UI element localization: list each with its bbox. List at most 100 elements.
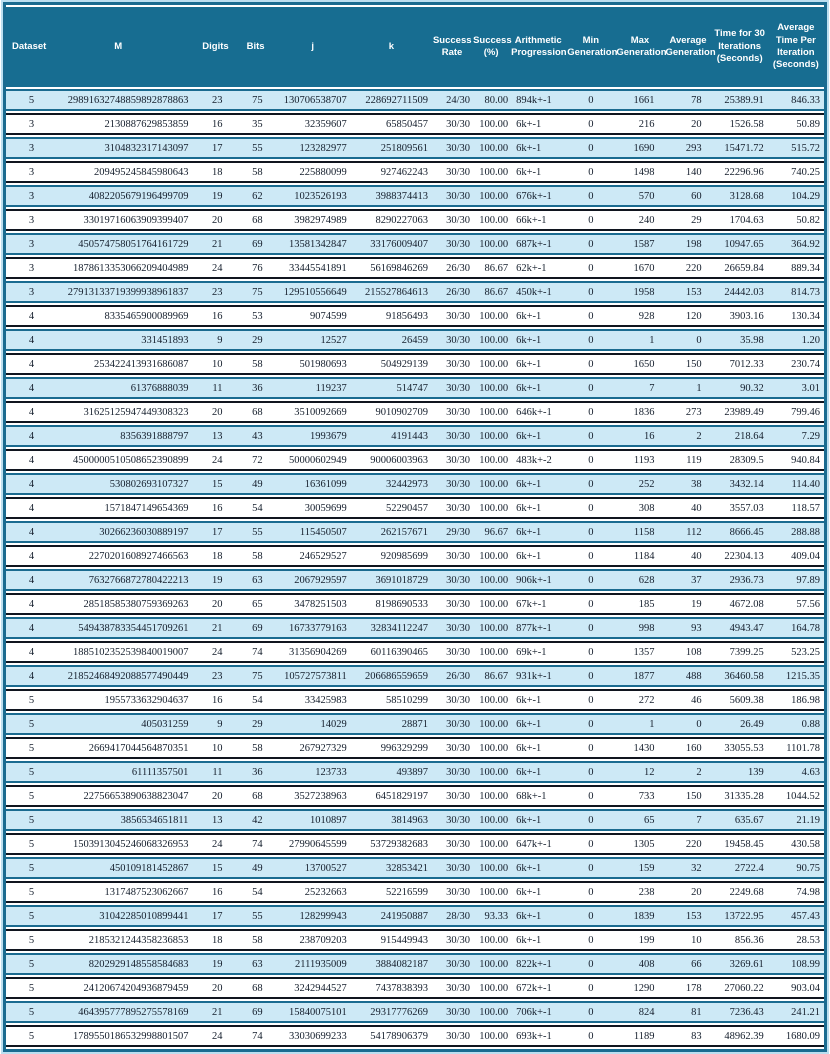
cell-min_gen: 0 [566, 185, 616, 207]
cell-dataset: 4 [6, 497, 43, 519]
table-row: 3 4082205679196499709 19 62 1023526193 398837… [6, 185, 824, 207]
cell-k: 3884082187 [350, 953, 432, 975]
cell-success_pct: 100.00 [472, 209, 511, 231]
cell-min_gen: 0 [566, 665, 616, 687]
cell-m: 3856534651811 [42, 809, 195, 831]
column-header-k: k [350, 7, 432, 87]
cell-k: 3814963 [350, 809, 432, 831]
cell-success_rate: 30/30 [431, 209, 473, 231]
cell-success_rate: 30/30 [431, 833, 473, 855]
cell-success_rate: 30/30 [431, 137, 473, 159]
cell-avg_time: 90.75 [767, 857, 824, 879]
cell-digits: 16 [194, 689, 237, 711]
cell-m: 31625125947449308323 [42, 401, 195, 423]
cell-time_30: 27060.22 [711, 977, 768, 999]
cell-bits: 29 [236, 713, 275, 735]
cell-success_pct: 100.00 [472, 593, 511, 615]
cell-j: 33445541891 [274, 257, 351, 279]
cell-avg_gen: 29 [664, 209, 712, 231]
cell-k: 8198690533 [350, 593, 432, 615]
cell-k: 26459 [350, 329, 432, 351]
cell-time_30: 4672.08 [711, 593, 768, 615]
cell-bits: 49 [236, 857, 275, 879]
cell-avg_time: 97.89 [767, 569, 824, 591]
cell-min_gen: 0 [566, 137, 616, 159]
cell-dataset: 3 [6, 257, 43, 279]
cell-avg_time: 108.99 [767, 953, 824, 975]
cell-digits: 11 [194, 761, 237, 783]
cell-avg_time: 118.57 [767, 497, 824, 519]
cell-bits: 68 [236, 401, 275, 423]
cell-max_gen: 1290 [615, 977, 665, 999]
cell-success_rate: 30/30 [431, 953, 473, 975]
cell-success_rate: 30/30 [431, 761, 473, 783]
cell-max_gen: 1189 [615, 1025, 665, 1047]
cell-m: 8202929148558584683 [42, 953, 195, 975]
cell-dataset: 5 [6, 689, 43, 711]
cell-k: 920985699 [350, 545, 432, 567]
cell-success_pct: 100.00 [472, 737, 511, 759]
cell-success_rate: 30/30 [431, 185, 473, 207]
table-row: 5 464395777895275578169 21 69 15840075101 293… [6, 1001, 824, 1023]
cell-digits: 20 [194, 785, 237, 807]
cell-dataset: 5 [6, 953, 43, 975]
cell-avg_time: 50.89 [767, 113, 824, 135]
cell-bits: 74 [236, 833, 275, 855]
cell-min_gen: 0 [566, 329, 616, 351]
cell-min_gen: 0 [566, 953, 616, 975]
cell-success_rate: 24/30 [431, 89, 473, 111]
table-row: 4 61376888039 11 36 119237 514747 30/30 100.00 6… [6, 377, 824, 399]
cell-arith_prog: 6k+-1 [510, 497, 567, 519]
cell-m: 28518585380759369263 [42, 593, 195, 615]
cell-avg_time: 457.43 [767, 905, 824, 927]
cell-avg_time: 430.58 [767, 833, 824, 855]
cell-dataset: 5 [6, 1001, 43, 1023]
cell-j: 32359607 [274, 113, 351, 135]
table-row: 5 61111357501 11 36 123733 493897 30/30 100.00 6… [6, 761, 824, 783]
cell-j: 129510556649 [274, 281, 351, 303]
cell-k: 28871 [350, 713, 432, 735]
column-header-avg_time: Average Time Per Iteration (Seconds) [767, 7, 824, 87]
cell-j: 3982974989 [274, 209, 351, 231]
cell-dataset: 3 [6, 185, 43, 207]
cell-dataset: 5 [6, 737, 43, 759]
cell-min_gen: 0 [566, 425, 616, 447]
cell-avg_time: 515.72 [767, 137, 824, 159]
cell-j: 33030699233 [274, 1025, 351, 1047]
cell-m: 1789550186532998801507 [42, 1025, 195, 1047]
cell-m: 8335465900089969 [42, 305, 195, 327]
cell-bits: 55 [236, 521, 275, 543]
cell-time_30: 5609.38 [711, 689, 768, 711]
cell-min_gen: 0 [566, 929, 616, 951]
cell-m: 1955733632904637 [42, 689, 195, 711]
cell-m: 2669417044564870351 [42, 737, 195, 759]
cell-dataset: 5 [6, 1025, 43, 1047]
cell-time_30: 2722.4 [711, 857, 768, 879]
cell-dataset: 3 [6, 281, 43, 303]
table-row: 5 2185321244358236853 18 58 238709203 9154499… [6, 929, 824, 951]
cell-digits: 23 [194, 665, 237, 687]
cell-max_gen: 272 [615, 689, 665, 711]
cell-dataset: 4 [6, 641, 43, 663]
cell-j: 501980693 [274, 353, 351, 375]
cell-j: 3527238963 [274, 785, 351, 807]
table-row: 4 7632766872780422213 19 63 2067929597 369101… [6, 569, 824, 591]
cell-avg_gen: 153 [664, 905, 712, 927]
cell-success_pct: 100.00 [472, 713, 511, 735]
cell-bits: 63 [236, 953, 275, 975]
cell-max_gen: 1430 [615, 737, 665, 759]
cell-min_gen: 0 [566, 305, 616, 327]
cell-time_30: 26659.84 [711, 257, 768, 279]
cell-arith_prog: 693k+-1 [510, 1025, 567, 1047]
cell-bits: 49 [236, 473, 275, 495]
cell-min_gen: 0 [566, 761, 616, 783]
cell-avg_time: 104.29 [767, 185, 824, 207]
table-row: 4 21852468492088577490449 23 75 105727573811… [6, 665, 824, 687]
table-row: 4 4500000510508652390899 24 72 50000602949 90… [6, 449, 824, 471]
cell-success_rate: 30/30 [431, 1025, 473, 1047]
cell-success_pct: 100.00 [472, 617, 511, 639]
cell-avg_time: 130.34 [767, 305, 824, 327]
cell-time_30: 2936.73 [711, 569, 768, 591]
cell-success_pct: 100.00 [472, 305, 511, 327]
cell-time_30: 4943.47 [711, 617, 768, 639]
